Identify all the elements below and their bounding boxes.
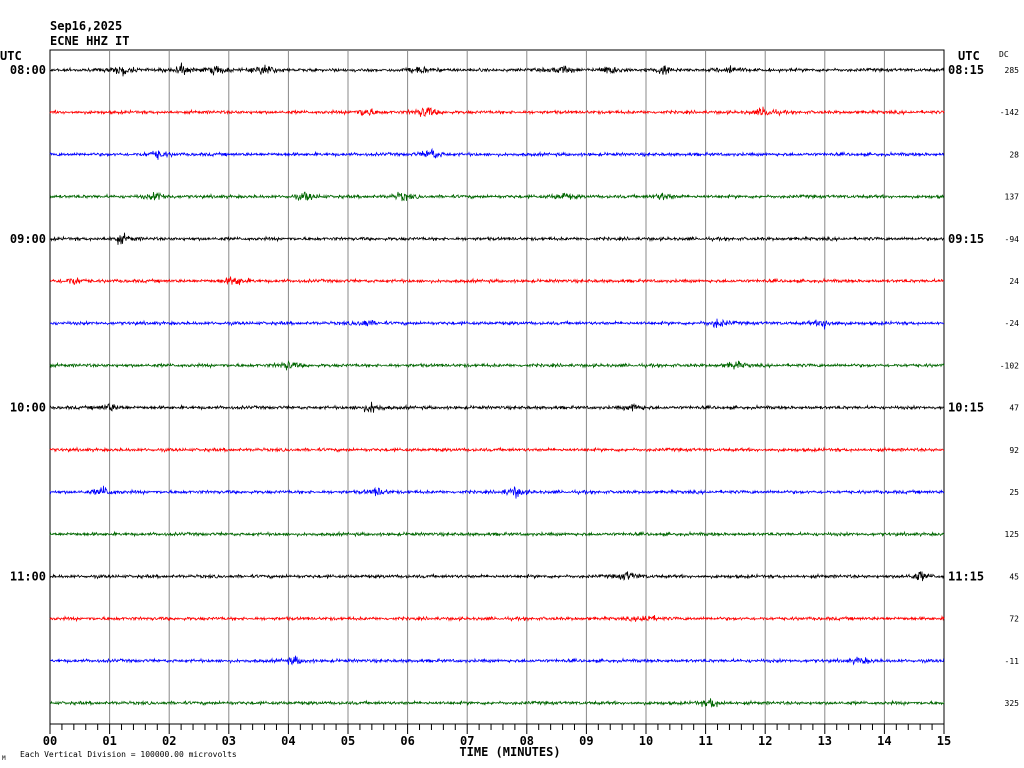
x-tick-label: 00 <box>43 734 57 748</box>
left-hour-label: 10:00 <box>10 401 46 415</box>
labels: UTC UTC DC TIME (MINUTES) Each Vertical … <box>0 49 1019 762</box>
x-tick-label: 04 <box>281 734 295 748</box>
seismic-trace <box>49 276 944 286</box>
x-tick-label: 15 <box>937 734 951 748</box>
left-axis-label: UTC <box>0 49 22 63</box>
seismic-trace <box>49 191 945 202</box>
dc-value: 24 <box>1009 277 1019 286</box>
x-tick-label: 09 <box>579 734 593 748</box>
seismic-trace <box>49 401 945 413</box>
x-tick-label: 03 <box>222 734 236 748</box>
dc-value: -24 <box>1005 319 1020 328</box>
seismic-trace <box>49 360 945 371</box>
seismic-trace <box>49 106 945 118</box>
seismic-trace <box>49 698 945 709</box>
seismic-trace <box>49 655 945 666</box>
x-tick-label: 14 <box>877 734 891 748</box>
dc-value: -102 <box>1000 361 1019 370</box>
left-hour-label: 09:00 <box>10 232 46 246</box>
dc-value: -142 <box>1000 108 1019 117</box>
seismic-trace <box>49 147 945 160</box>
corner-mark: M <box>2 755 6 762</box>
dc-value: 28 <box>1009 150 1019 159</box>
dc-value: 125 <box>1005 530 1020 539</box>
seismic-trace <box>49 571 945 582</box>
left-hour-label: 08:00 <box>10 63 46 77</box>
x-tick-label: 12 <box>758 734 772 748</box>
dc-value: -94 <box>1005 235 1020 244</box>
x-tick-label: 07 <box>460 734 474 748</box>
dc-value: 47 <box>1009 404 1019 413</box>
x-tick-label: 11 <box>698 734 712 748</box>
dc-value: 72 <box>1009 615 1019 624</box>
dc-value: 285 <box>1005 66 1020 75</box>
dc-value: 92 <box>1009 446 1019 455</box>
dc-value: 45 <box>1009 572 1019 581</box>
seismic-trace <box>49 318 944 330</box>
traces <box>49 62 945 709</box>
chart-station: ECNE HHZ IT <box>50 34 130 48</box>
footer-note: Each Vertical Division = 100000.00 micro… <box>20 750 237 759</box>
seismic-trace <box>49 530 945 538</box>
dc-value: 25 <box>1009 488 1019 497</box>
seismic-trace <box>49 614 945 623</box>
plot-frame <box>49 49 945 725</box>
right-hour-label: 09:15 <box>948 232 984 246</box>
x-tick-label: 01 <box>102 734 116 748</box>
x-tick-label: 02 <box>162 734 176 748</box>
seismic-trace <box>49 232 945 245</box>
dc-value: -11 <box>1005 657 1020 666</box>
dc-value: 325 <box>1005 699 1020 708</box>
seismic-trace <box>49 62 945 77</box>
x-tick-label: 06 <box>400 734 414 748</box>
right-hour-label: 11:15 <box>948 569 984 583</box>
dc-label: DC <box>999 50 1009 59</box>
right-axis-label: UTC <box>958 49 980 63</box>
x-tick-label: 10 <box>639 734 653 748</box>
grid <box>49 49 945 734</box>
right-hour-label: 08:15 <box>948 63 984 77</box>
chart-date: Sep16,2025 <box>50 19 123 33</box>
x-tick-label: 08 <box>520 734 534 748</box>
x-axis-label: TIME (MINUTES) <box>459 745 560 759</box>
seismic-trace <box>49 446 945 454</box>
left-hour-label: 11:00 <box>10 569 46 583</box>
dc-value: 137 <box>1005 193 1020 202</box>
x-tick-label: 13 <box>818 734 832 748</box>
right-hour-label: 10:15 <box>948 401 984 415</box>
x-tick-label: 05 <box>341 734 355 748</box>
seismic-trace <box>49 485 945 499</box>
